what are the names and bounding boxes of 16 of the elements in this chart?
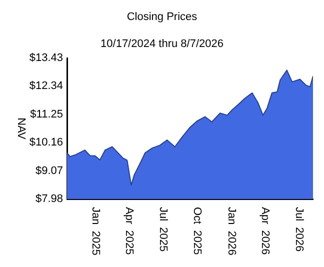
y-tick-label: $11.25 — [30, 108, 63, 120]
y-axis-title: NAV — [14, 118, 27, 140]
x-tick-label: Oct 2025 — [191, 207, 204, 255]
chart-title: Closing Prices — [126, 11, 198, 24]
y-tick-label: $13.43 — [29, 52, 63, 64]
y-tick-label: $9.07 — [35, 164, 63, 177]
y-tick-label: $12.34 — [29, 80, 63, 92]
x-tick-label: Apr 2026 — [259, 207, 272, 255]
x-tick-label: Jan 2025 — [89, 207, 102, 256]
y-tick-label: $10.16 — [29, 136, 63, 149]
x-tick-label: Apr 2025 — [122, 207, 135, 255]
x-tick-label: Jul 2025 — [156, 207, 169, 252]
x-tick-label: Jan 2026 — [226, 207, 238, 256]
chart-subtitle: 10/17/2024 thru 8/7/2026 — [100, 38, 224, 50]
y-tick-label: $7.98 — [35, 193, 63, 206]
x-tick-label: Jul 2026 — [293, 207, 306, 252]
